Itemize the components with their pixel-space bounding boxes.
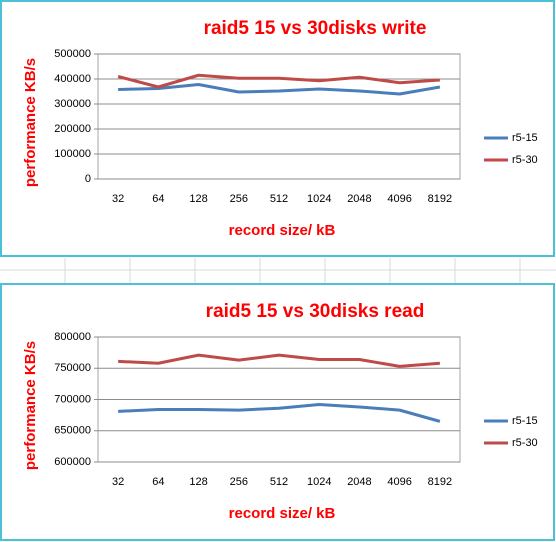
x-tick-label: 2048 xyxy=(347,476,371,488)
y-tick-label: 700000 xyxy=(54,393,91,405)
chart-title: raid5 15 vs 30disks write xyxy=(204,18,427,39)
x-axis-label: record size/ kB xyxy=(229,505,336,522)
chart-frame xyxy=(0,283,555,541)
x-tick-label: 32 xyxy=(112,193,124,205)
line-series xyxy=(118,353,441,368)
y-tick-label: 750000 xyxy=(54,362,91,374)
y-tick-label: 600000 xyxy=(54,456,91,468)
line-series xyxy=(117,73,440,89)
x-tick-label: 4096 xyxy=(387,476,411,488)
y-tick-label: 500000 xyxy=(54,48,91,60)
x-tick-label: 128 xyxy=(189,193,207,205)
x-tick-label: 8192 xyxy=(428,193,452,205)
y-axis-label: performance KB/s xyxy=(22,58,39,187)
x-tick-label: 128 xyxy=(189,476,207,488)
y-tick-label: 0 xyxy=(85,173,91,185)
y-tick-label: 300000 xyxy=(54,98,91,110)
line-series xyxy=(118,83,441,96)
x-tick-label: 32 xyxy=(112,476,124,488)
x-tick-label: 256 xyxy=(230,193,248,205)
line-series xyxy=(118,403,441,423)
y-axis-label: performance KB/s xyxy=(22,341,39,470)
x-tick-label: 512 xyxy=(270,193,288,205)
y-tick-label: 800000 xyxy=(54,331,91,343)
x-tick-label: 8192 xyxy=(428,476,452,488)
x-tick-label: 64 xyxy=(152,476,164,488)
legend-label: r5-30 xyxy=(512,437,538,449)
legend-label: r5-15 xyxy=(512,132,538,144)
chart: raid5 15 vs 30disks write performance KB/… xyxy=(0,0,555,257)
legend-label: r5-15 xyxy=(512,415,538,427)
chart: raid5 15 vs 30disks read performance KB/s… xyxy=(0,283,555,541)
x-tick-label: 1024 xyxy=(307,476,331,488)
x-tick-label: 2048 xyxy=(347,193,371,205)
x-tick-label: 512 xyxy=(270,476,288,488)
x-tick-label: 64 xyxy=(152,193,164,205)
x-tick-label: 4096 xyxy=(387,193,411,205)
y-tick-label: 100000 xyxy=(54,148,91,160)
x-tick-label: 256 xyxy=(230,476,248,488)
y-tick-label: 400000 xyxy=(54,73,91,85)
chart-title: raid5 15 vs 30disks read xyxy=(206,301,425,322)
x-tick-label: 1024 xyxy=(307,193,331,205)
legend-label: r5-30 xyxy=(512,154,538,166)
sheet-grid xyxy=(0,258,556,283)
y-tick-label: 650000 xyxy=(54,425,91,437)
x-axis-label: record size/ kB xyxy=(229,222,336,239)
y-tick-label: 200000 xyxy=(54,123,91,135)
